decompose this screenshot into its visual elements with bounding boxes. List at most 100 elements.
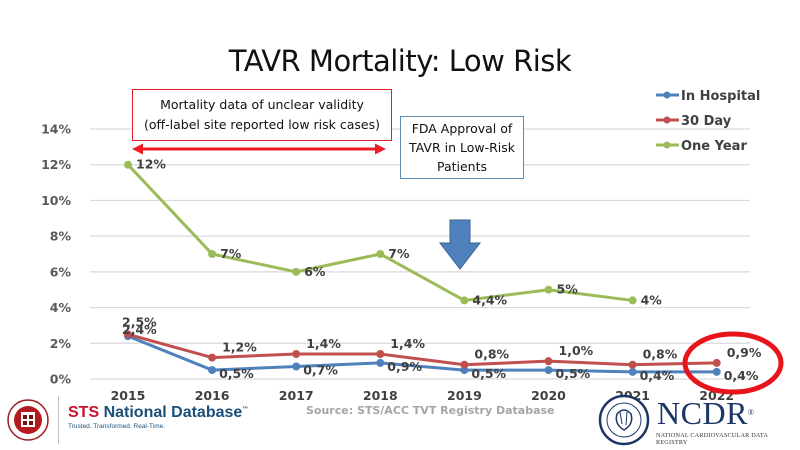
legend-item: In Hospital	[656, 89, 760, 104]
data-label: 0,5%	[219, 366, 254, 381]
data-point	[208, 353, 217, 362]
data-label: 0,9%	[727, 345, 762, 360]
data-label: 0,9%	[387, 359, 422, 374]
legend-marker	[663, 141, 671, 149]
data-point	[544, 366, 553, 375]
x-tick-label: 2016	[195, 388, 230, 403]
legend-item: One Year	[656, 139, 747, 154]
data-label: 0,5%	[471, 366, 506, 381]
x-tick-label: 2015	[111, 388, 146, 403]
data-label: 0,8%	[474, 347, 509, 362]
legend-marker	[663, 116, 671, 124]
ncdr-subtitle: NATIONAL CARDIOVASCULAR DATA REGISTRY	[656, 432, 768, 446]
data-point	[124, 330, 132, 339]
data-point	[544, 285, 553, 294]
y-tick-label: 4%	[50, 300, 72, 315]
sts-brand-sts: STS	[68, 404, 100, 421]
source-note: Source: STS/ACC TVT Registry Database	[306, 404, 555, 417]
data-point	[460, 360, 469, 369]
data-point	[544, 357, 553, 366]
series-group	[124, 160, 721, 376]
ncdr-logo: NCDR®	[657, 397, 754, 429]
data-point	[628, 296, 637, 305]
data-point	[460, 296, 469, 305]
y-tick-label: 6%	[50, 264, 72, 279]
x-axis-ticks: 2015 2016 2017 2018 2019 2020 2021 2022	[111, 388, 734, 403]
university-seal-logo	[7, 399, 49, 441]
data-point	[208, 366, 217, 375]
y-tick-label: 14%	[41, 122, 71, 137]
highlight-circle	[682, 331, 784, 395]
data-label: 0,8%	[643, 347, 678, 362]
fda-approval-line1: FDA Approval of	[411, 121, 513, 136]
data-label: 4,4%	[472, 292, 507, 307]
unclear-validity-line2: (off-label site reported low risk cases)	[144, 117, 380, 132]
x-tick-label: 2019	[447, 388, 482, 403]
x-tick-label: 2020	[531, 388, 566, 403]
data-label: 12%	[136, 157, 166, 172]
ncdr-registered: ®	[747, 408, 755, 417]
y-tick-label: 12%	[41, 157, 71, 172]
legend-label: 30 Day	[681, 114, 732, 129]
data-label: 0,4%	[640, 368, 675, 383]
series-line-one-year	[126, 163, 633, 302]
data-label: 6%	[304, 264, 326, 279]
x-tick-label: 2018	[363, 388, 398, 403]
sts-national-database-logo: STS National Database™ Trusted. Transfor…	[68, 404, 248, 430]
validity-range-arrow	[132, 143, 386, 155]
unclear-validity-annotation: Mortality data of unclear validity (off-…	[132, 89, 392, 141]
data-label: 7%	[220, 246, 242, 261]
data-point	[376, 250, 385, 258]
sts-brand-name: National Database	[103, 404, 243, 421]
data-label: 0,7%	[303, 363, 338, 378]
data-labels-group: 2,4% 0,5% 0,7% 0,9% 0,5% 0,5% 0,4% 0,4% 2,5% 1,2%…	[122, 157, 762, 383]
series-line-in-hospital	[127, 334, 717, 374]
unclear-validity-line1: Mortality data of unclear validity	[160, 97, 364, 112]
ncdr-name: NCDR	[657, 395, 748, 431]
y-tick-label: 2%	[50, 336, 72, 351]
y-tick-label: 8%	[50, 229, 72, 244]
data-point	[712, 358, 721, 367]
legend: In Hospital 30 Day One Year	[656, 89, 760, 154]
acc-seal-logo	[598, 394, 650, 446]
data-label: 2,4%	[122, 322, 157, 337]
data-point	[208, 250, 217, 258]
data-point	[124, 160, 132, 169]
data-point	[628, 360, 637, 369]
fda-approval-down-arrow	[438, 219, 482, 270]
fda-approval-line2: TAVR in Low-Risk	[408, 140, 516, 155]
sts-trademark: ™	[242, 406, 249, 413]
data-label: 1,0%	[559, 343, 594, 358]
data-label: 4%	[641, 292, 663, 307]
data-label: 2,5%	[122, 314, 157, 329]
data-point	[292, 362, 301, 371]
data-label: 7%	[388, 246, 410, 261]
y-tick-label: 10%	[41, 193, 71, 208]
series-line-30-day	[127, 332, 717, 367]
y-axis-ticks: 0% 2% 4% 6% 8% 10% 12% 14%	[41, 122, 71, 387]
data-label: 0,5%	[556, 366, 591, 381]
data-label: 1,4%	[390, 336, 425, 351]
legend-label: In Hospital	[681, 89, 760, 104]
data-label: 5%	[557, 282, 579, 297]
data-point	[376, 350, 385, 358]
data-label: 0,4%	[724, 368, 759, 383]
data-point	[712, 367, 721, 376]
legend-label: One Year	[681, 139, 747, 154]
sts-tagline: Trusted. Transformed. Real-Time.	[68, 423, 166, 430]
logo-divider	[58, 396, 59, 444]
data-point	[292, 267, 301, 276]
legend-item: 30 Day	[656, 114, 732, 129]
data-label: 1,2%	[222, 340, 257, 355]
data-point	[628, 367, 637, 376]
legend-marker	[663, 91, 671, 99]
data-point	[376, 358, 385, 367]
x-tick-label: 2017	[279, 388, 314, 403]
data-label: 1,4%	[306, 336, 341, 351]
fda-approval-line3: Patients	[436, 159, 488, 174]
fda-approval-annotation: FDA Approval of TAVR in Low-Risk Patient…	[400, 116, 524, 179]
data-point	[292, 350, 301, 358]
y-tick-label: 0%	[50, 372, 72, 387]
chart-title: TAVR Mortality: Low Risk	[228, 44, 572, 78]
